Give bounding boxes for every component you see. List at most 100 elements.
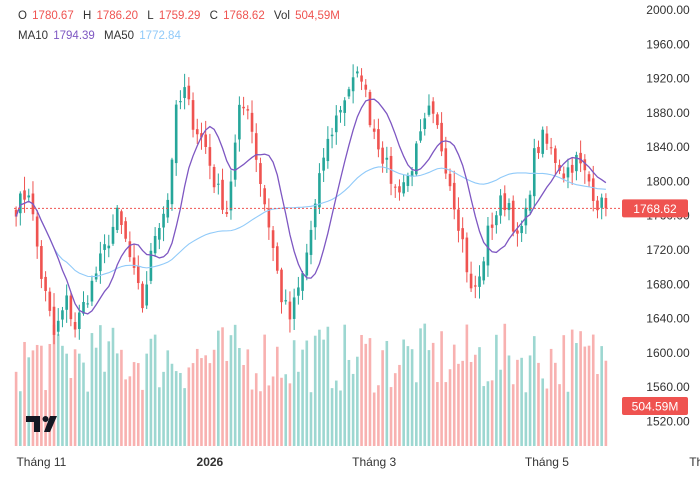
candle bbox=[444, 136, 448, 180]
candles bbox=[14, 64, 608, 345]
volume-bar bbox=[271, 376, 275, 446]
candle bbox=[579, 140, 582, 173]
candle bbox=[503, 185, 507, 217]
volume-bar bbox=[229, 335, 233, 446]
ma10-label: MA10 bbox=[18, 30, 49, 42]
volume-bar bbox=[263, 334, 266, 446]
volume-bar bbox=[187, 367, 191, 446]
volume-bar bbox=[90, 333, 94, 446]
candle bbox=[297, 276, 300, 305]
candle bbox=[158, 222, 161, 250]
volume-bar bbox=[19, 391, 22, 446]
volume-bar bbox=[162, 371, 165, 446]
volume-bar bbox=[103, 371, 106, 446]
candle bbox=[448, 168, 452, 191]
candle bbox=[566, 158, 570, 189]
candle bbox=[56, 308, 60, 336]
volume-bar bbox=[132, 362, 136, 446]
svg-text:1768.62: 1768.62 bbox=[633, 202, 677, 216]
volume-bar bbox=[406, 346, 410, 446]
candle bbox=[351, 64, 355, 104]
volume-bar bbox=[499, 369, 502, 446]
volume-bar bbox=[436, 382, 439, 446]
ma50-value: 1772.84 bbox=[139, 30, 181, 42]
candle bbox=[541, 126, 545, 158]
candle bbox=[587, 171, 591, 187]
tradingview-logo[interactable] bbox=[26, 414, 62, 439]
candle bbox=[191, 92, 195, 138]
volume-bar bbox=[339, 390, 342, 446]
volume-bar bbox=[562, 335, 566, 446]
volume-bar bbox=[52, 324, 56, 446]
candle bbox=[419, 119, 422, 143]
candle bbox=[44, 271, 47, 302]
candle bbox=[398, 179, 401, 201]
candle bbox=[145, 271, 149, 310]
candle bbox=[591, 165, 595, 212]
volume-bar bbox=[351, 373, 355, 446]
volume-bar bbox=[423, 323, 427, 446]
candle bbox=[27, 188, 31, 203]
volume-label: Vol bbox=[273, 10, 290, 22]
volume-bar bbox=[402, 339, 405, 446]
volume-bar bbox=[440, 331, 443, 446]
volume-bar bbox=[179, 372, 182, 446]
candle bbox=[478, 265, 481, 299]
volume-bar bbox=[347, 359, 351, 446]
candle bbox=[600, 193, 603, 220]
candle bbox=[343, 97, 347, 127]
x-tick-label: Tháng 5 bbox=[525, 455, 569, 469]
candle bbox=[495, 211, 498, 234]
candle bbox=[212, 164, 216, 194]
candle bbox=[107, 234, 111, 258]
y-tick-label: 1960.00 bbox=[646, 37, 690, 51]
volume-bar bbox=[541, 378, 545, 446]
volume-bar bbox=[297, 371, 300, 446]
volume-bar bbox=[570, 329, 574, 446]
volume-bar bbox=[259, 391, 262, 446]
open-value: 1780.67 bbox=[32, 10, 74, 22]
candle bbox=[385, 146, 389, 173]
volume-bar bbox=[381, 350, 384, 446]
volume-bar bbox=[322, 339, 325, 446]
volume-bar bbox=[221, 327, 224, 446]
volume-bar bbox=[326, 326, 330, 446]
candle bbox=[246, 105, 250, 120]
volume-bar bbox=[145, 353, 149, 446]
volume-bar bbox=[364, 343, 368, 446]
volume-bar bbox=[128, 376, 132, 446]
candle bbox=[162, 206, 165, 242]
volume-bar bbox=[242, 365, 245, 446]
candle bbox=[48, 287, 52, 317]
candle bbox=[431, 97, 435, 124]
volume-bar bbox=[419, 328, 422, 446]
y-tick-label: 1880.00 bbox=[646, 106, 690, 120]
volume-bar bbox=[153, 334, 157, 446]
candle bbox=[402, 174, 405, 197]
x-tick-label: Tháng 11 bbox=[16, 455, 66, 469]
candle bbox=[208, 133, 212, 180]
candle bbox=[377, 118, 380, 158]
candle bbox=[461, 217, 464, 253]
y-tick-label: 1720.00 bbox=[646, 243, 690, 257]
candle bbox=[31, 181, 35, 221]
candle bbox=[440, 112, 443, 157]
candle bbox=[545, 126, 549, 150]
candle bbox=[115, 205, 119, 234]
volume-bar bbox=[254, 373, 258, 446]
volume-bar bbox=[554, 362, 557, 446]
candle bbox=[305, 243, 309, 281]
candle bbox=[389, 147, 393, 196]
candle bbox=[347, 86, 351, 100]
low-label: L bbox=[147, 10, 154, 22]
candle bbox=[153, 227, 157, 258]
candle bbox=[465, 232, 469, 283]
candle bbox=[73, 312, 77, 338]
candle bbox=[427, 94, 431, 117]
volume-bar bbox=[566, 391, 570, 446]
candle bbox=[490, 212, 494, 240]
y-tick-label: 1920.00 bbox=[646, 72, 690, 86]
candle bbox=[507, 198, 511, 221]
